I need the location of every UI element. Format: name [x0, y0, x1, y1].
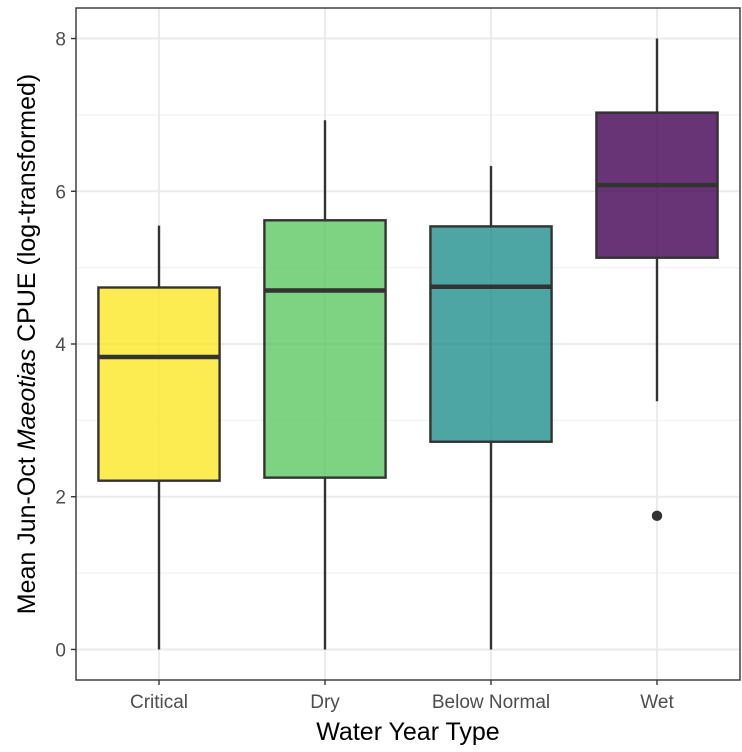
- y-tick-label: 4: [55, 335, 66, 356]
- y-axis-title-suffix: CPUE (log-transformed): [13, 74, 41, 349]
- x-tick-label: Below Normal: [432, 692, 550, 713]
- box-wet: [595, 38, 719, 522]
- outlier-point: [651, 510, 663, 522]
- y-tick-label: 6: [55, 182, 66, 203]
- y-tick-label: 8: [55, 30, 66, 51]
- y-axis-title-prefix: Mean Jun-Oct: [13, 450, 41, 614]
- box-critical: [97, 225, 221, 650]
- x-tick-label: Critical: [130, 692, 188, 713]
- box-iqr: [263, 219, 387, 479]
- box-iqr: [429, 225, 553, 443]
- boxes-layer: [97, 38, 719, 650]
- x-tick-label: Wet: [640, 692, 674, 713]
- y-axis-title-italic: Maeotias: [13, 349, 41, 450]
- box-below-normal: [429, 166, 553, 650]
- box-dry: [263, 120, 387, 650]
- box-iqr: [97, 286, 221, 482]
- y-tick-label: 2: [55, 488, 66, 509]
- x-axis-title: Water Year Type: [316, 718, 499, 746]
- axes-layer: 0 2 4 6 8 Critical Dry Below Normal Wet: [55, 30, 674, 713]
- x-tick-label: Dry: [310, 692, 340, 713]
- y-axis-title: Mean Jun-Oct Maeotias CPUE (log-transfor…: [13, 74, 41, 614]
- y-tick-label: 0: [55, 640, 66, 661]
